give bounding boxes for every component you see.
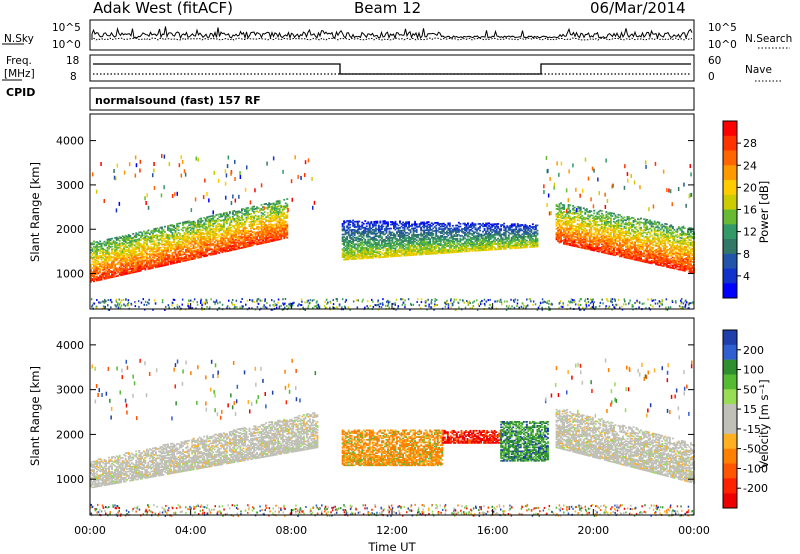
nsearch-label: N.Search	[745, 33, 792, 45]
nsky-trace	[91, 26, 693, 41]
power-y-label: Slant Range [km]	[28, 162, 42, 262]
nsearch-tick-bottom: 10^0	[708, 39, 737, 51]
velocity-y-label: Slant Range [km]	[28, 366, 42, 466]
x-axis-label: Time UT	[367, 540, 416, 554]
cpid-panel-frame	[89, 87, 695, 111]
freq-panel-frame	[89, 54, 695, 82]
cpid-label: CPID	[6, 86, 35, 99]
nsky-tick-top: 10^5	[52, 22, 81, 34]
nsky-panel-frame	[89, 19, 695, 51]
time-x-axis: 00:00 04:00 08:00 12:00 16:00 20:00 00:00	[74, 303, 710, 537]
nave-tick-top: 60	[708, 55, 721, 67]
cpid-text: normalsound (fast) 157 RF	[95, 94, 261, 107]
velocity-colorbar-label: Velocity [m s⁻¹]	[757, 379, 771, 468]
nave-tick-bottom: 0	[708, 71, 715, 83]
beam-title: Beam 12	[354, 0, 421, 17]
nsky-label: N.Sky	[4, 33, 34, 45]
nave-label: Nave	[745, 64, 772, 76]
freq-tick-top: 18	[66, 55, 79, 67]
nsky-tick-bottom: 10^0	[52, 39, 81, 51]
velocity-heatmap	[90, 358, 695, 517]
date-title: 06/Mar/2014	[590, 0, 686, 17]
freq-label-2: [MHz]	[4, 68, 35, 80]
velocity-panel-frame	[89, 317, 695, 516]
freq-trace	[93, 63, 691, 75]
freq-tick-bottom: 8	[70, 71, 77, 83]
power-heatmap	[90, 153, 695, 311]
nsearch-tick-top: 10^5	[708, 22, 737, 34]
power-panel-frame	[89, 113, 695, 310]
station-title: Adak West (fitACF)	[93, 0, 233, 17]
power-colorbar-label: Power [dB]	[757, 181, 771, 244]
freq-label-1: Freq.	[6, 55, 32, 67]
